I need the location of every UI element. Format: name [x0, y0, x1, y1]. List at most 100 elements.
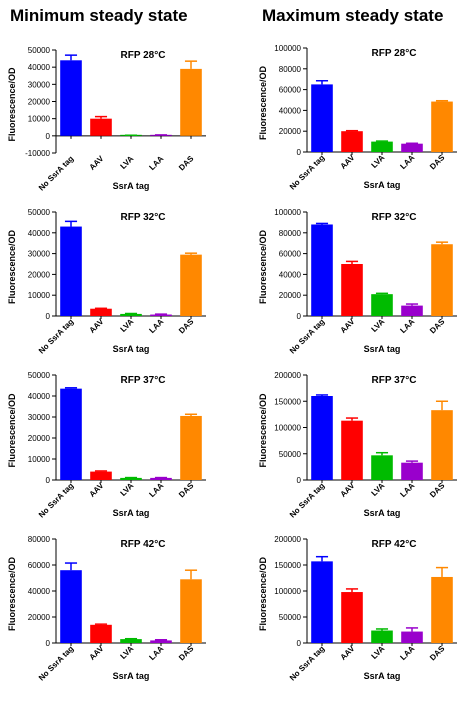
x-axis-label: SsrA tag — [364, 344, 401, 354]
x-tick-label: AAV — [339, 481, 357, 499]
bar-no-ssra-tag — [311, 561, 333, 643]
y-tick-label: 100000 — [274, 44, 301, 53]
chart-8: 0 50000 100000 150000 200000 No SsrA tag AAV LV… — [258, 535, 457, 683]
y-tick-label: 0 — [46, 132, 51, 141]
bar-lva — [371, 630, 393, 643]
chart-title: RFP 28°C — [372, 48, 417, 59]
y-axis-label: Fluorescence/OD — [7, 67, 17, 142]
y-tick-label: 30000 — [28, 413, 51, 422]
chart-title: RFP 42°C — [121, 539, 166, 550]
y-tick-label: 100000 — [274, 208, 301, 217]
bar-aav — [90, 624, 112, 643]
chart-title: RFP 32°C — [121, 212, 166, 223]
bar-laa — [150, 477, 172, 480]
x-tick-label: No SsrA tag — [37, 481, 76, 520]
y-axis-label: Fluorescence/OD — [258, 393, 268, 468]
bar-laa — [401, 143, 423, 152]
x-tick-label: No SsrA tag — [288, 481, 327, 520]
y-tick-label: 50000 — [279, 613, 302, 622]
y-tick-label: 20000 — [28, 270, 51, 279]
bar-das — [431, 410, 453, 480]
y-axis-label: Fluorescence/OD — [258, 229, 268, 304]
column-title-minimum: Minimum steady state — [10, 6, 188, 25]
y-tick-label: 20000 — [279, 127, 302, 136]
bar-no-ssra-tag — [311, 84, 333, 152]
x-tick-label: DAS — [428, 153, 447, 172]
y-tick-label: 20000 — [279, 291, 302, 300]
x-tick-label: AAV — [339, 153, 357, 171]
chart-2: 0 20000 40000 60000 80000 100000 No SsrA tag AA… — [258, 44, 457, 192]
chart-title: RFP 42°C — [372, 539, 417, 550]
bar-aav — [90, 118, 112, 136]
x-tick-label: No SsrA tag — [288, 644, 327, 683]
x-tick-label: LAA — [398, 317, 416, 335]
x-tick-label: AAV — [339, 317, 357, 335]
y-tick-label: 150000 — [274, 561, 301, 570]
bar-lva — [120, 477, 142, 480]
bar-aav — [341, 131, 363, 152]
bar-laa — [401, 631, 423, 643]
x-tick-label: AAV — [88, 154, 106, 172]
y-tick-label: 200000 — [274, 535, 301, 544]
bar-aav — [341, 420, 363, 480]
chart-5: 0 10000 20000 30000 40000 50000 No SsrA tag AAV… — [7, 371, 206, 520]
x-tick-label: No SsrA tag — [37, 644, 76, 683]
x-tick-label: LAA — [398, 644, 416, 662]
y-tick-label: 0 — [297, 639, 302, 648]
bar-lva — [371, 141, 393, 152]
bar-laa — [150, 314, 172, 316]
chart-title: RFP 32°C — [372, 212, 417, 223]
y-tick-label: 0 — [46, 476, 51, 485]
y-tick-label: 100000 — [274, 424, 301, 433]
chart-title: RFP 37°C — [121, 375, 166, 386]
x-tick-label: AAV — [88, 481, 106, 499]
x-tick-label: LVA — [119, 644, 136, 661]
x-tick-label: LVA — [119, 481, 136, 498]
x-tick-label: LVA — [370, 317, 387, 334]
y-tick-label: 10000 — [28, 291, 51, 300]
x-axis-label: SsrA tag — [113, 508, 150, 518]
bar-das — [431, 244, 453, 316]
x-tick-label: AAV — [339, 644, 357, 662]
y-tick-label: 100000 — [274, 587, 301, 596]
y-tick-label: 20000 — [28, 613, 51, 622]
bar-no-ssra-tag — [60, 388, 82, 480]
x-tick-label: DAS — [428, 644, 447, 663]
y-tick-label: 200000 — [274, 371, 301, 380]
y-tick-label: 80000 — [279, 65, 302, 74]
x-tick-label: LVA — [370, 481, 387, 498]
y-tick-label: 0 — [46, 639, 51, 648]
y-tick-label: 40000 — [28, 587, 51, 596]
chart-1: -10000 0 10000 20000 30000 40000 50000 No SsrA … — [7, 46, 206, 193]
x-tick-label: LAA — [398, 153, 416, 171]
y-axis-label: Fluorescence/OD — [258, 556, 268, 631]
bar-das — [180, 68, 202, 136]
bar-lva — [371, 294, 393, 316]
y-tick-label: 40000 — [28, 392, 51, 401]
y-tick-label: 40000 — [28, 229, 51, 238]
x-axis-label: SsrA tag — [364, 180, 401, 190]
x-axis-label: SsrA tag — [364, 508, 401, 518]
bar-das — [431, 101, 453, 152]
chart-7: 0 20000 40000 60000 80000 No SsrA tag AAV LVA LA… — [7, 535, 206, 683]
x-tick-label: LAA — [147, 481, 165, 499]
y-tick-label: 20000 — [28, 434, 51, 443]
x-tick-label: DAS — [177, 481, 196, 500]
x-axis-label: SsrA tag — [364, 671, 401, 681]
bar-lva — [120, 313, 142, 316]
y-tick-label: 80000 — [279, 229, 302, 238]
y-tick-label: 50000 — [28, 46, 51, 55]
y-axis-label: Fluorescence/OD — [7, 556, 17, 631]
y-tick-label: 60000 — [28, 561, 51, 570]
y-tick-label: 50000 — [28, 371, 51, 380]
y-tick-label: 40000 — [279, 106, 302, 115]
y-tick-label: 50000 — [279, 450, 302, 459]
y-tick-label: 60000 — [279, 250, 302, 259]
x-axis-label: SsrA tag — [113, 344, 150, 354]
x-tick-label: AAV — [88, 644, 106, 662]
y-axis-label: Fluorescence/OD — [7, 229, 17, 304]
y-tick-label: 30000 — [28, 250, 51, 259]
bar-das — [180, 415, 202, 480]
